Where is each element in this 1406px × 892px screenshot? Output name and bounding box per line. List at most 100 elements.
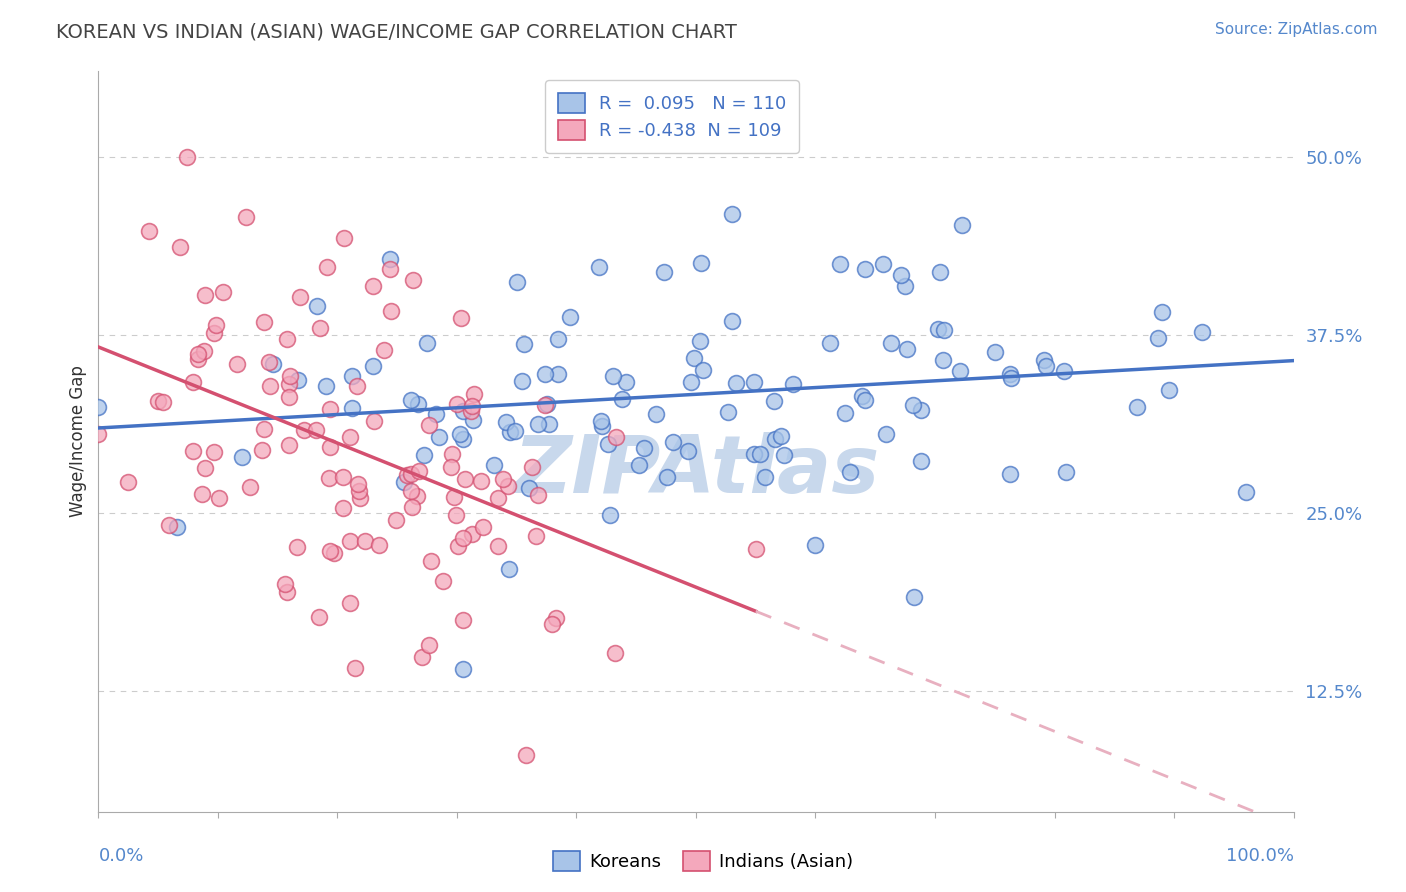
Point [406, 397, 429, 411]
Point [361, 359, 384, 374]
Point [169, 240, 191, 254]
Point [418, 638, 440, 652]
Point [87, 400, 110, 414]
Point [146, 393, 169, 408]
Point [461, 526, 484, 541]
Point [451, 662, 474, 676]
Point [533, 367, 555, 381]
Point [645, 408, 668, 422]
Point [496, 479, 519, 493]
Point [486, 539, 509, 553]
Point [440, 447, 463, 461]
Point [278, 438, 301, 452]
Point [610, 392, 633, 406]
Point [763, 393, 786, 408]
Point [202, 445, 225, 459]
Point [536, 396, 558, 410]
Point [318, 471, 340, 485]
Point [399, 483, 422, 498]
Point [510, 374, 533, 388]
Point [541, 617, 564, 632]
Point [378, 252, 401, 266]
Point [416, 336, 439, 351]
Point [461, 399, 484, 413]
Point [202, 326, 225, 341]
Point [363, 278, 385, 293]
Point [589, 414, 612, 428]
Point [952, 218, 974, 232]
Point [413, 448, 436, 462]
Point [720, 314, 742, 328]
Point [853, 392, 876, 407]
Point [486, 491, 509, 505]
Point [910, 402, 932, 417]
Point [512, 337, 534, 351]
Point [605, 429, 627, 443]
Point [380, 303, 402, 318]
Point [910, 454, 932, 468]
Point [1191, 325, 1213, 339]
Point [818, 336, 841, 351]
Point [187, 347, 209, 361]
Point [1035, 359, 1057, 374]
Point [679, 375, 702, 389]
Point [1000, 367, 1022, 381]
Point [278, 390, 301, 404]
Point [454, 472, 477, 486]
Point [901, 398, 924, 412]
Point [505, 425, 527, 439]
Point [828, 257, 851, 271]
Point [689, 334, 711, 348]
Point [418, 418, 440, 433]
Point [427, 430, 450, 444]
Point [187, 352, 209, 367]
Point [257, 355, 280, 369]
Point [517, 481, 540, 495]
Point [346, 379, 368, 393]
Point [253, 422, 276, 436]
Point [1159, 383, 1181, 397]
Point [484, 458, 506, 472]
Point [208, 491, 231, 505]
Point [547, 367, 569, 381]
Point [804, 538, 827, 552]
Point [252, 442, 274, 457]
Point [290, 290, 312, 304]
Point [451, 433, 474, 447]
Point [591, 419, 613, 434]
Point [340, 401, 363, 415]
Point [323, 546, 346, 560]
Point [276, 332, 298, 346]
Point [683, 351, 706, 366]
Point [754, 469, 776, 483]
Point [446, 508, 468, 523]
Point [305, 423, 328, 437]
Point [401, 273, 423, 287]
Point [226, 357, 249, 371]
Point [495, 415, 517, 429]
Text: 0.0%: 0.0% [98, 847, 143, 865]
Point [450, 311, 472, 326]
Point [399, 467, 422, 482]
Point [1147, 330, 1170, 344]
Point [347, 476, 370, 491]
Point [547, 332, 569, 346]
Point [405, 489, 427, 503]
Point [662, 434, 685, 449]
Point [401, 500, 423, 514]
Point [1054, 465, 1077, 479]
Point [1152, 305, 1174, 319]
Point [316, 260, 339, 274]
Point [231, 450, 253, 465]
Point [443, 490, 465, 504]
Point [1033, 353, 1056, 368]
Point [339, 533, 361, 548]
Point [932, 353, 955, 368]
Point [890, 268, 912, 282]
Legend: Koreans, Indians (Asian): Koreans, Indians (Asian) [546, 844, 860, 879]
Point [470, 474, 492, 488]
Point [339, 430, 361, 444]
Point [425, 407, 447, 421]
Point [692, 363, 714, 377]
Point [446, 540, 468, 554]
